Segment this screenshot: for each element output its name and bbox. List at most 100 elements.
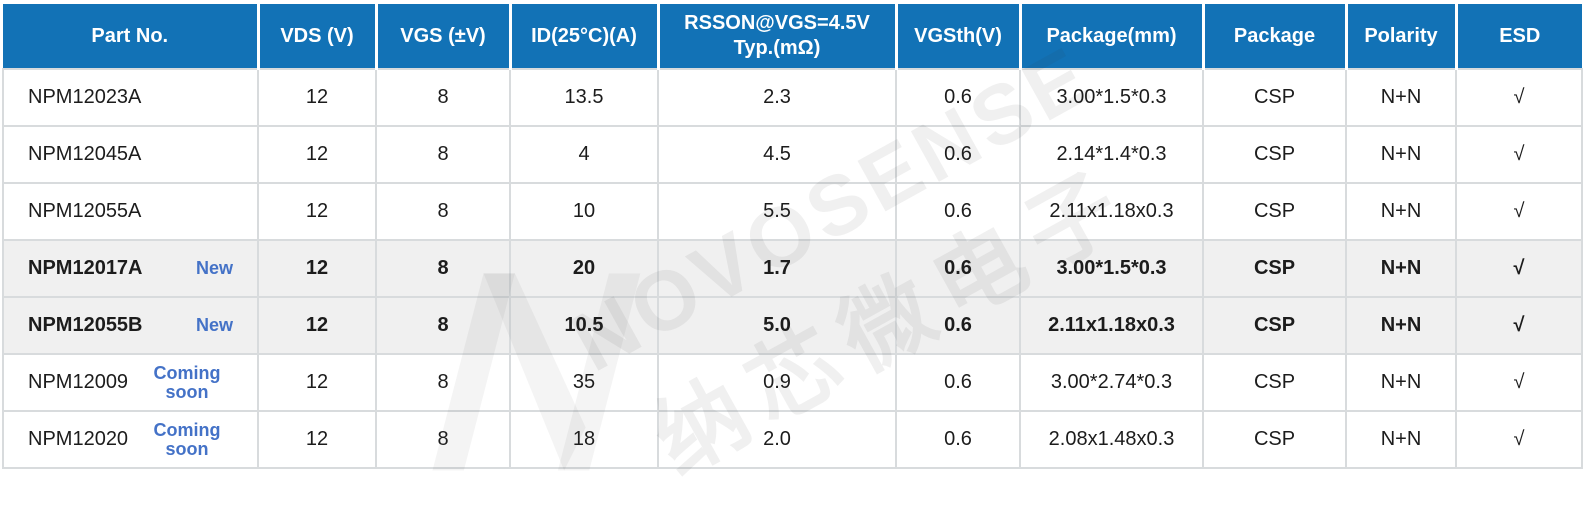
cell-package_mm: 3.00*2.74*0.3 bbox=[1019, 353, 1204, 412]
cell-package_mm: 2.08x1.48x0.3 bbox=[1019, 410, 1204, 469]
cell-id: 4 bbox=[509, 125, 659, 184]
esd-checkmark: √ bbox=[1455, 410, 1583, 469]
cell-id: 20 bbox=[509, 239, 659, 298]
cell-package_mm: 2.11x1.18x0.3 bbox=[1019, 296, 1204, 355]
cell-vgs: 8 bbox=[375, 239, 511, 298]
esd-checkmark: √ bbox=[1455, 239, 1583, 298]
part-number: NPM12055B bbox=[28, 314, 143, 336]
cell-id: 10 bbox=[509, 182, 659, 241]
cell-id: 10.5 bbox=[509, 296, 659, 355]
cell-package_mm: 3.00*1.5*0.3 bbox=[1019, 68, 1204, 127]
cell-vgsth: 0.6 bbox=[895, 182, 1021, 241]
cell-rsson: 0.9 bbox=[657, 353, 897, 412]
part-number: NPM12020 bbox=[28, 428, 129, 450]
esd-checkmark: √ bbox=[1455, 125, 1583, 184]
column-header-vgs: VGS (±V) bbox=[376, 4, 512, 69]
part-cell-inner: NPM12009 Coming soon bbox=[4, 362, 257, 402]
product-table-container: Part No. VDS (V) VGS (±V) ID(25°C)(A) RSSON@… bbox=[2, 4, 1583, 469]
cell-vds: 12 bbox=[257, 125, 377, 184]
cell-package: CSP bbox=[1202, 68, 1347, 127]
part-number: NPM12045A bbox=[28, 143, 142, 165]
cell-vds: 12 bbox=[257, 68, 377, 127]
cell-part: NPM12020 Coming soon bbox=[2, 410, 259, 469]
cell-id: 18 bbox=[509, 410, 659, 469]
cell-vgsth: 0.6 bbox=[895, 125, 1021, 184]
part-number: NPM12009 bbox=[28, 371, 129, 393]
part-cell-inner: NPM12045A bbox=[4, 143, 257, 166]
cell-polarity: N+N bbox=[1345, 296, 1457, 355]
cell-package_mm: 2.11x1.18x0.3 bbox=[1019, 182, 1204, 241]
table-row: NPM12055B New 12 8 10.5 5.0 0.6 2.11x1.18x0.3 CS… bbox=[2, 296, 1583, 355]
cell-vgsth: 0.6 bbox=[895, 239, 1021, 298]
cell-rsson: 2.3 bbox=[657, 68, 897, 127]
cell-polarity: N+N bbox=[1345, 353, 1457, 412]
header-row: Part No. VDS (V) VGS (±V) ID(25°C)(A) RSSON@… bbox=[3, 4, 1582, 69]
cell-id: 13.5 bbox=[509, 68, 659, 127]
column-header-rsson: RSSON@VGS=4.5V Typ.(mΩ) bbox=[658, 4, 898, 69]
column-header-part: Part No. bbox=[3, 4, 260, 69]
cell-package: CSP bbox=[1202, 353, 1347, 412]
cell-vds: 12 bbox=[257, 296, 377, 355]
column-header-esd: ESD bbox=[1456, 4, 1582, 69]
esd-checkmark: √ bbox=[1455, 68, 1583, 127]
esd-checkmark: √ bbox=[1455, 182, 1583, 241]
new-badge: New bbox=[195, 315, 233, 336]
cell-id: 35 bbox=[509, 353, 659, 412]
cell-rsson: 5.5 bbox=[657, 182, 897, 241]
table-header: Part No. VDS (V) VGS (±V) ID(25°C)(A) RSSON@… bbox=[3, 4, 1582, 69]
part-cell-inner: NPM12020 Coming soon bbox=[4, 420, 257, 459]
cell-package: CSP bbox=[1202, 410, 1347, 469]
table-row: NPM12020 Coming soon 12 8 18 2.0 0.6 2.08x1.48x… bbox=[2, 410, 1583, 469]
column-header-vgsth: VGSth(V) bbox=[896, 4, 1022, 69]
cell-vgs: 8 bbox=[375, 182, 511, 241]
cell-package_mm: 2.14*1.4*0.3 bbox=[1019, 125, 1204, 184]
cell-polarity: N+N bbox=[1345, 68, 1457, 127]
cell-part: NPM12017A New bbox=[2, 239, 259, 298]
column-header-polarity: Polarity bbox=[1346, 4, 1458, 69]
cell-vds: 12 bbox=[257, 353, 377, 412]
cell-vgs: 8 bbox=[375, 68, 511, 127]
coming-soon-badge: Coming soon bbox=[153, 362, 221, 402]
cell-package: CSP bbox=[1202, 182, 1347, 241]
part-number: NPM12023A bbox=[28, 86, 142, 108]
cell-part: NPM12055A bbox=[2, 182, 259, 241]
cell-part: NPM12023A bbox=[2, 68, 259, 127]
cell-vgs: 8 bbox=[375, 296, 511, 355]
cell-vgsth: 0.6 bbox=[895, 68, 1021, 127]
table-row: NPM12055A 12 8 10 5.5 0.6 2.11x1.18x0.3 CSP N+N √ bbox=[2, 182, 1583, 241]
cell-polarity: N+N bbox=[1345, 125, 1457, 184]
part-cell-inner: NPM12023A bbox=[4, 86, 257, 109]
cell-package: CSP bbox=[1202, 296, 1347, 355]
column-header-package: Package bbox=[1203, 4, 1348, 69]
cell-package: CSP bbox=[1202, 239, 1347, 298]
cell-rsson: 1.7 bbox=[657, 239, 897, 298]
cell-vgs: 8 bbox=[375, 410, 511, 469]
cell-vgsth: 0.6 bbox=[895, 353, 1021, 412]
table-row: NPM12009 Coming soon 12 8 35 0.9 0.6 3.00*2.74*… bbox=[2, 353, 1583, 412]
cell-polarity: N+N bbox=[1345, 182, 1457, 241]
cell-part: NPM12045A bbox=[2, 125, 259, 184]
part-cell-inner: NPM12055B New bbox=[4, 314, 257, 337]
table-row: NPM12023A 12 8 13.5 2.3 0.6 3.00*1.5*0.3 CSP N+N… bbox=[2, 68, 1583, 127]
table-row: NPM12045A 12 8 4 4.5 0.6 2.14*1.4*0.3 CSP N+N √ bbox=[2, 125, 1583, 184]
column-header-package_mm: Package(mm) bbox=[1020, 4, 1205, 69]
part-cell-inner: NPM12055A bbox=[4, 200, 257, 223]
cell-vds: 12 bbox=[257, 239, 377, 298]
cell-vds: 12 bbox=[257, 182, 377, 241]
cell-rsson: 5.0 bbox=[657, 296, 897, 355]
cell-rsson: 2.0 bbox=[657, 410, 897, 469]
cell-vgs: 8 bbox=[375, 353, 511, 412]
new-badge: New bbox=[195, 258, 233, 279]
cell-vgsth: 0.6 bbox=[895, 410, 1021, 469]
esd-checkmark: √ bbox=[1455, 353, 1583, 412]
cell-polarity: N+N bbox=[1345, 410, 1457, 469]
cell-vds: 12 bbox=[257, 410, 377, 469]
table-row: NPM12017A New 12 8 20 1.7 0.6 3.00*1.5*0.3 CSP N+… bbox=[2, 239, 1583, 298]
cell-part: NPM12009 Coming soon bbox=[2, 353, 259, 412]
cell-polarity: N+N bbox=[1345, 239, 1457, 298]
cell-package: CSP bbox=[1202, 125, 1347, 184]
cell-part: NPM12055B New bbox=[2, 296, 259, 355]
cell-package_mm: 3.00*1.5*0.3 bbox=[1019, 239, 1204, 298]
mosfet-product-table: Part No. VDS (V) VGS (±V) ID(25°C)(A) RSSON@… bbox=[2, 4, 1583, 469]
table-body: NPM12023A 12 8 13.5 2.3 0.6 3.00*1.5*0.3 CSP N+N… bbox=[2, 68, 1583, 469]
